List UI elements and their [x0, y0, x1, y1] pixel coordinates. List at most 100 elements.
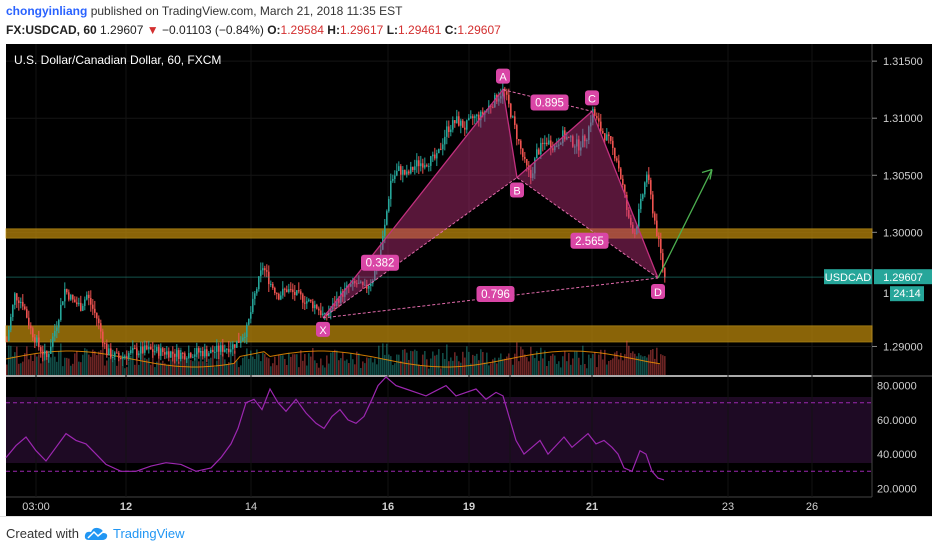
volume-bar [392, 365, 394, 375]
volume-bar [600, 349, 602, 375]
pattern-triangle-bcd [517, 111, 658, 278]
volume-bar [72, 363, 74, 375]
candle-body [46, 350, 48, 358]
candle-body [264, 268, 266, 271]
author-link[interactable]: chongyinliang [6, 4, 88, 18]
time-axis[interactable] [6, 497, 872, 516]
volume-bar [566, 361, 568, 375]
volume-bar [244, 356, 246, 375]
volume-bar [288, 352, 290, 375]
candle-body [142, 346, 144, 353]
volume-bar [296, 354, 298, 375]
volume-bar [172, 351, 174, 375]
candle-body [250, 312, 252, 319]
candle-body [368, 285, 370, 289]
candle-body [612, 140, 614, 148]
high-label: H: [327, 23, 340, 37]
candle-body [530, 169, 532, 178]
candle-body [610, 136, 612, 141]
candle-body [572, 136, 574, 147]
volume-bar [260, 361, 262, 375]
candle-body [110, 348, 112, 358]
volume-bar [634, 353, 636, 375]
candle-body [84, 299, 86, 306]
candle-body [226, 348, 228, 350]
volume-bar [200, 352, 202, 375]
candle-body [462, 120, 464, 128]
candle-body [274, 287, 276, 294]
volume-bar [104, 365, 106, 375]
candle-body [44, 350, 46, 355]
volume-bar [610, 360, 612, 375]
candle-body [492, 106, 494, 108]
candle-body [412, 166, 414, 170]
candle-body [316, 304, 318, 309]
volume-bar [134, 364, 136, 375]
volume-bar [446, 344, 448, 375]
candle-body [516, 125, 518, 140]
volume-bar [486, 352, 488, 375]
candle-body [158, 347, 160, 356]
volume-bar [236, 360, 238, 375]
pattern-point-badge [496, 68, 510, 84]
volume-bar [562, 356, 564, 375]
volume-bar [432, 351, 434, 375]
candle-body [538, 149, 540, 155]
volume-bar [490, 363, 492, 375]
volume-bar [584, 364, 586, 375]
volume-bar [502, 359, 504, 375]
rsi-indicator [5, 376, 872, 481]
volume-bar [518, 361, 520, 375]
volume-bar [182, 356, 184, 375]
candle-body [242, 337, 244, 341]
candle-body [624, 184, 626, 195]
volume-bar [394, 363, 396, 375]
candle-body [290, 289, 292, 291]
candle-body [246, 324, 248, 338]
volume-bar [534, 358, 536, 375]
candle-body [420, 163, 422, 167]
candle-body [10, 317, 12, 330]
candle-body [222, 345, 224, 352]
candle-body [512, 116, 514, 118]
symbol-badge [824, 269, 872, 285]
volume-bar [652, 349, 654, 375]
volume-bar [128, 361, 130, 375]
candle-body [664, 267, 666, 278]
candle-body [136, 348, 138, 356]
candle-body [50, 346, 52, 354]
candle-body [570, 136, 572, 138]
volume-bar [516, 342, 518, 375]
candle-body [182, 352, 184, 354]
volume-bar [242, 357, 244, 375]
volume-bar [424, 351, 426, 375]
price-change: −0.01103 (−0.84%) [162, 23, 264, 37]
candle-body [322, 313, 324, 316]
price-chart[interactable]: X A B C D 0.382 0.895 2.565 0.796 1.31500 1.31000… [0, 44, 932, 516]
candle-body [406, 171, 408, 175]
volume-bar [374, 358, 376, 375]
volume-bar [436, 354, 438, 375]
tradingview-brand-link[interactable]: TradingView [113, 526, 185, 541]
volume-bar [114, 358, 116, 375]
volume-bar [254, 358, 256, 375]
support-zone [5, 325, 873, 343]
pattern-ratio-line [322, 277, 659, 319]
volume-bar [306, 365, 308, 375]
candle-body [188, 353, 190, 359]
created-with-text: Created with [6, 526, 79, 541]
candle-body [272, 284, 274, 288]
volume-bar [586, 368, 588, 375]
volume-bar [64, 357, 66, 375]
pattern-point-badge [316, 321, 330, 337]
candle-body [606, 134, 608, 141]
candle-body [300, 291, 302, 295]
candle-body [386, 211, 388, 225]
volume-bar [388, 354, 390, 375]
candle-body [622, 178, 624, 185]
candle-body [248, 318, 250, 325]
low-value: 1.29461 [398, 23, 442, 37]
volume-bar [344, 360, 346, 375]
candle-body [120, 358, 122, 360]
volume-bar [550, 355, 552, 375]
